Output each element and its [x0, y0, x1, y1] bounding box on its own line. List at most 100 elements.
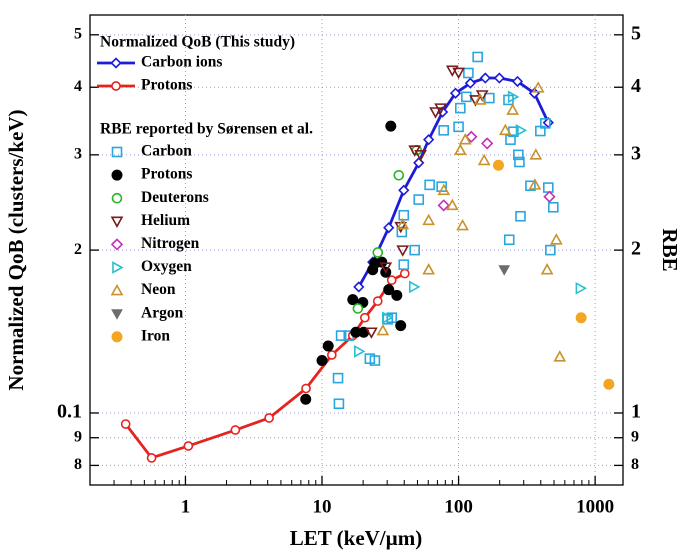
marker: [111, 331, 123, 343]
marker: [110, 238, 124, 251]
marker: [146, 453, 157, 463]
legend-label: Neon: [141, 281, 176, 298]
y-tick-label: 4: [74, 78, 82, 95]
marker: [548, 201, 559, 213]
marker: [506, 103, 520, 115]
marker: [515, 210, 526, 222]
marker: [369, 355, 381, 366]
marker: [542, 182, 554, 193]
marker: [424, 179, 435, 191]
marker: [445, 198, 459, 211]
marker: [111, 81, 121, 91]
legend-label: Helium: [141, 212, 190, 229]
x-tick-label: 100: [444, 496, 473, 517]
legend-label: Iron: [141, 327, 170, 344]
marker: [112, 261, 124, 274]
marker: [414, 150, 427, 162]
x-tick-label: 1: [181, 496, 191, 517]
y-tick-label: 8: [74, 456, 82, 473]
legend-label: Nitrogen: [141, 235, 200, 252]
marker: [422, 213, 436, 226]
marker: [528, 178, 542, 190]
marker: [399, 268, 410, 279]
marker: [545, 244, 556, 256]
legend-title: RBE reported by Sørensen et al.: [100, 121, 313, 138]
marker: [316, 355, 328, 367]
marker: [452, 67, 465, 80]
marker: [379, 262, 393, 274]
marker: [365, 327, 378, 339]
marker: [383, 284, 395, 296]
marker: [437, 199, 450, 212]
series-line: [357, 76, 550, 288]
marker: [110, 283, 124, 296]
marker: [472, 51, 483, 63]
marker: [423, 134, 435, 146]
marker: [111, 192, 123, 204]
marker: [409, 244, 420, 256]
marker: [333, 398, 345, 410]
marker: [529, 148, 543, 160]
marker: [514, 156, 525, 168]
marker: [381, 311, 394, 325]
marker: [455, 102, 466, 114]
marker: [507, 90, 520, 104]
legend-label: Oxygen: [141, 258, 192, 275]
marker: [453, 121, 464, 133]
x-axis-title: LET (keV/µm): [290, 526, 422, 550]
marker: [438, 125, 449, 136]
marker: [111, 146, 123, 158]
marker: [525, 180, 536, 192]
marker: [110, 216, 124, 228]
marker: [372, 296, 383, 306]
y2-tick-label: 1: [631, 401, 641, 423]
marker: [396, 226, 408, 238]
marker: [465, 130, 478, 143]
legend-title: Normalized QoB (This study): [100, 34, 295, 51]
marker: [493, 72, 506, 84]
marker: [513, 149, 524, 161]
y2-tick-label: 9: [631, 428, 639, 445]
y-tick-label: 0.1: [57, 401, 82, 423]
marker: [603, 378, 615, 390]
marker: [505, 134, 516, 145]
marker: [111, 169, 123, 181]
x-tick-label: 10: [313, 496, 332, 517]
marker: [437, 183, 451, 196]
marker: [396, 245, 410, 257]
marker: [413, 194, 425, 205]
marker: [553, 350, 567, 362]
marker: [111, 309, 123, 320]
marker: [110, 57, 122, 69]
legend-label: Carbon ions: [141, 54, 222, 71]
marker: [391, 289, 403, 301]
marker: [543, 190, 556, 203]
marker: [575, 312, 587, 324]
y-tick-label: 9: [74, 428, 82, 445]
marker: [464, 77, 476, 89]
y-tick-label: 2: [74, 241, 82, 258]
marker: [473, 93, 487, 105]
marker: [376, 256, 388, 268]
marker: [453, 143, 467, 155]
marker: [503, 234, 515, 246]
marker: [353, 281, 365, 293]
marker: [477, 153, 491, 166]
legend-label: Carbon: [141, 143, 192, 160]
marker: [498, 265, 511, 276]
marker: [398, 259, 410, 270]
legend-label: Deuterons: [141, 189, 209, 206]
y2-tick-label: 2: [631, 238, 641, 260]
marker: [347, 294, 359, 306]
marker: [383, 222, 395, 234]
y2-tick-label: 3: [631, 142, 641, 164]
marker: [449, 87, 462, 99]
marker: [332, 372, 344, 384]
marker: [461, 91, 472, 103]
marker: [352, 303, 364, 314]
marker: [326, 350, 337, 360]
y-tick-label: 5: [74, 25, 82, 42]
marker: [367, 264, 379, 276]
marker: [408, 280, 421, 294]
